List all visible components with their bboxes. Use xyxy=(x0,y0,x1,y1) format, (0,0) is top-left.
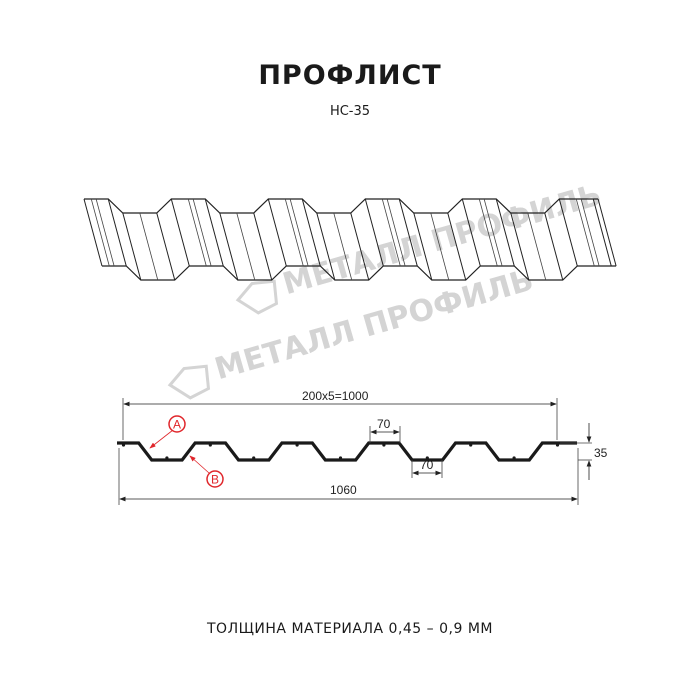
stiffener-mark xyxy=(208,443,212,447)
watermark-logo-icon xyxy=(235,279,279,315)
sheet-fold-line xyxy=(592,198,612,267)
sheet-fold-line xyxy=(156,212,176,281)
sheet-stiffener-line xyxy=(478,198,498,267)
sheet-fold-line xyxy=(267,198,287,267)
sheet-fold-line xyxy=(122,212,142,281)
stiffener-mark xyxy=(425,456,429,460)
sheet-stiffener-line xyxy=(430,212,450,281)
material-thickness: ТОЛЩИНА МАТЕРИАЛА 0,45 – 0,9 ММ xyxy=(207,621,493,637)
sheet-fold-line xyxy=(558,198,578,267)
top-rib-label: 70 xyxy=(377,417,391,431)
page-title: ПРОФЛИСТ xyxy=(258,60,442,91)
dimension-top-rib: 70 xyxy=(369,417,401,443)
stiffener-mark xyxy=(165,456,169,460)
dimension-pitch: 200x5=1000 xyxy=(122,389,558,440)
sheet-stiffener-line xyxy=(381,198,401,267)
sheet-fold-line xyxy=(544,212,564,281)
sheet-fold-line xyxy=(253,212,273,281)
dimension-height: 35 xyxy=(560,423,608,480)
stiffener-mark xyxy=(555,443,560,447)
sheet-fold-line xyxy=(204,198,224,267)
model-label: НС-35 xyxy=(329,104,371,119)
bottom-rib-label: 70 xyxy=(420,458,434,472)
watermark-text: МЕТАЛЛ ПРОФИЛЬ xyxy=(279,178,605,302)
sheet-stiffener-line xyxy=(236,212,256,281)
height-label: 35 xyxy=(594,446,608,460)
sheet-stiffener-line xyxy=(386,198,406,267)
sheet-stiffener-line xyxy=(187,198,207,267)
sheet-stiffener-line xyxy=(483,198,503,267)
sheet-fold-line xyxy=(461,198,481,267)
sheet-fold-line xyxy=(170,198,190,267)
sheet-stiffener-line xyxy=(575,198,595,267)
stiffener-mark xyxy=(252,456,256,460)
sheet-stiffener-line xyxy=(192,198,212,267)
total-width-label: 1060 xyxy=(330,483,357,497)
sheet-fold-line xyxy=(301,198,321,267)
stiffener-mark xyxy=(295,443,299,447)
stiffener-mark xyxy=(338,456,343,460)
sheet-stiffener-line xyxy=(139,212,159,281)
callout-a: A xyxy=(149,415,186,449)
sheet-stiffener-line xyxy=(90,198,110,267)
callout-b-label: B xyxy=(211,473,219,487)
sheet-stiffener-line xyxy=(580,198,600,267)
sheet-fold-line xyxy=(364,198,384,267)
sheet-fold-line xyxy=(510,212,530,281)
dimension-bottom-rib: 70 xyxy=(411,458,443,478)
stiffener-mark xyxy=(121,443,126,447)
sheet-fold-line xyxy=(316,212,336,281)
sheet-fold-line xyxy=(83,198,103,267)
sheet-stiffener-line xyxy=(333,212,353,281)
sheet-perspective-view xyxy=(83,198,617,281)
sheet-fold-line xyxy=(107,198,127,267)
stiffener-mark xyxy=(512,456,516,460)
sheet-stiffener-line xyxy=(95,198,115,267)
sheet-fold-line xyxy=(495,198,515,267)
stiffener-mark xyxy=(469,443,473,447)
stiffener-mark xyxy=(382,443,386,447)
sheet-stiffener-line xyxy=(527,212,547,281)
callout-a-label: A xyxy=(173,418,181,432)
sheet-fold-line xyxy=(350,212,370,281)
sheet-fold-line xyxy=(398,198,418,267)
callout-b: B xyxy=(189,455,224,488)
dimension-total-width: 1060 xyxy=(118,448,579,505)
profile-line xyxy=(117,441,578,462)
sheet-stiffener-line xyxy=(289,198,309,267)
watermark-logo-icon xyxy=(167,364,211,400)
sheet-fold-line xyxy=(447,212,467,281)
profile-cross-section xyxy=(117,441,578,462)
sheet-fold-line xyxy=(413,212,433,281)
pitch-label: 200x5=1000 xyxy=(302,389,369,403)
sheet-fold-line xyxy=(219,212,239,281)
sheet-stiffener-line xyxy=(284,198,304,267)
sheet-fold-line xyxy=(597,198,617,267)
